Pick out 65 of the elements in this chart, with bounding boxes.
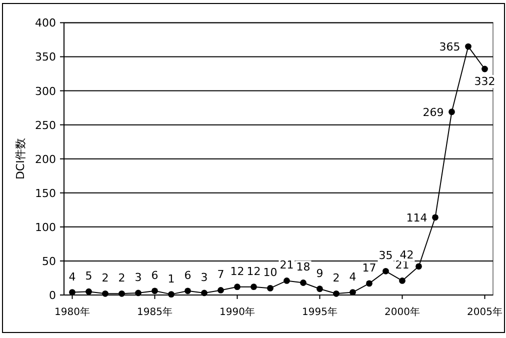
x-tick-label: 1980年 [54,306,90,318]
data-label: 21 [280,258,294,272]
point [416,263,422,270]
point [448,108,455,116]
point [201,290,208,296]
x-tick-label: 1995年 [302,306,338,318]
point [465,43,472,50]
point [234,284,240,290]
point [366,280,372,287]
data-label: 6 [151,268,158,282]
point [86,288,92,295]
point [300,280,306,286]
point [218,287,224,294]
y-tick-label: 150 [35,186,56,200]
data-label: 114 [406,211,428,224]
y-tick-label: 100 [35,220,56,234]
y-tick-label: 300 [35,84,56,98]
data-label: 17 [362,261,376,274]
y-axis-title: DCI件数 [14,138,27,180]
data-label: 7 [217,268,224,282]
point [102,290,108,297]
point [333,290,340,297]
data-label: 9 [316,266,324,280]
y-tick-label: 350 [35,50,56,64]
point [118,290,125,297]
point [184,288,191,294]
point [135,290,142,296]
data-label: 269 [422,106,444,119]
point [284,278,290,284]
data-label: 3 [200,270,208,284]
x-tick-label: 2000年 [384,306,420,318]
x-tick-label: 2005年 [467,306,502,318]
y-tick-label: 50 [42,254,56,268]
point [168,291,174,298]
data-label: 4 [349,270,356,284]
data-label: 2 [332,272,340,285]
data-label: 5 [85,270,92,283]
data-label: 10 [263,266,278,280]
x-tick-label: 1985年 [137,306,172,318]
data-label: 35 [378,249,393,262]
data-label: 42 [400,248,414,262]
point [432,214,438,221]
data-label: 2 [118,272,126,285]
data-label: 4 [68,270,76,284]
data-label: 6 [184,268,192,282]
point [399,278,406,284]
data-label: 2 [102,272,109,285]
point [250,284,257,290]
point [482,66,488,72]
point [152,288,158,294]
point [382,268,389,274]
y-tick-label: 0 [49,289,56,302]
point [267,284,274,292]
y-tick-label: 400 [35,16,56,30]
x-tick-label: 1990年 [220,306,255,318]
data-label: 12 [230,264,244,278]
data-label: 1 [168,272,175,286]
data-label: 332 [474,74,496,88]
y-tick-label: 250 [35,118,56,132]
data-label: 18 [296,260,310,274]
y-tick-label: 200 [35,152,56,166]
data-label: 365 [439,40,460,54]
point [316,286,323,292]
data-label: 12 [246,264,261,278]
data-label: 3 [134,270,142,284]
